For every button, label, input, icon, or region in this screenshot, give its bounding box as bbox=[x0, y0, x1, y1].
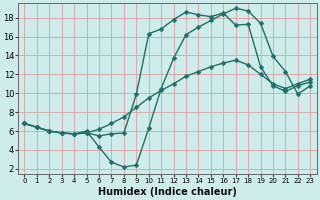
X-axis label: Humidex (Indice chaleur): Humidex (Indice chaleur) bbox=[98, 187, 237, 197]
